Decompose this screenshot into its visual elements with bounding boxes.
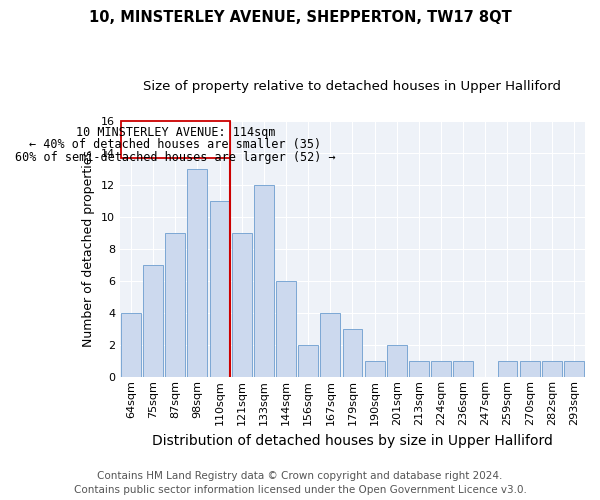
Bar bbox=[542, 361, 562, 378]
Bar bbox=[232, 233, 252, 378]
Text: ← 40% of detached houses are smaller (35): ← 40% of detached houses are smaller (35… bbox=[29, 138, 322, 151]
Bar bbox=[387, 345, 407, 378]
Bar bbox=[453, 361, 473, 378]
Bar bbox=[143, 265, 163, 378]
Bar bbox=[187, 168, 208, 378]
Bar bbox=[365, 361, 385, 378]
Bar bbox=[166, 233, 185, 378]
Text: 10 MINSTERLEY AVENUE: 114sqm: 10 MINSTERLEY AVENUE: 114sqm bbox=[76, 126, 275, 139]
Bar bbox=[276, 281, 296, 378]
Bar bbox=[564, 361, 584, 378]
Bar bbox=[520, 361, 539, 378]
Text: 10, MINSTERLEY AVENUE, SHEPPERTON, TW17 8QT: 10, MINSTERLEY AVENUE, SHEPPERTON, TW17 … bbox=[89, 10, 511, 25]
X-axis label: Distribution of detached houses by size in Upper Halliford: Distribution of detached houses by size … bbox=[152, 434, 553, 448]
Bar bbox=[121, 313, 141, 378]
Bar bbox=[497, 361, 517, 378]
Text: Contains HM Land Registry data © Crown copyright and database right 2024.
Contai: Contains HM Land Registry data © Crown c… bbox=[74, 471, 526, 495]
Bar bbox=[209, 201, 230, 378]
Bar bbox=[431, 361, 451, 378]
Title: Size of property relative to detached houses in Upper Halliford: Size of property relative to detached ho… bbox=[143, 80, 562, 93]
Bar bbox=[343, 329, 362, 378]
Bar bbox=[409, 361, 429, 378]
Text: 60% of semi-detached houses are larger (52) →: 60% of semi-detached houses are larger (… bbox=[15, 150, 335, 164]
Bar bbox=[298, 345, 318, 378]
Bar bbox=[320, 313, 340, 378]
FancyBboxPatch shape bbox=[121, 122, 230, 158]
Bar bbox=[254, 184, 274, 378]
Y-axis label: Number of detached properties: Number of detached properties bbox=[82, 150, 95, 348]
